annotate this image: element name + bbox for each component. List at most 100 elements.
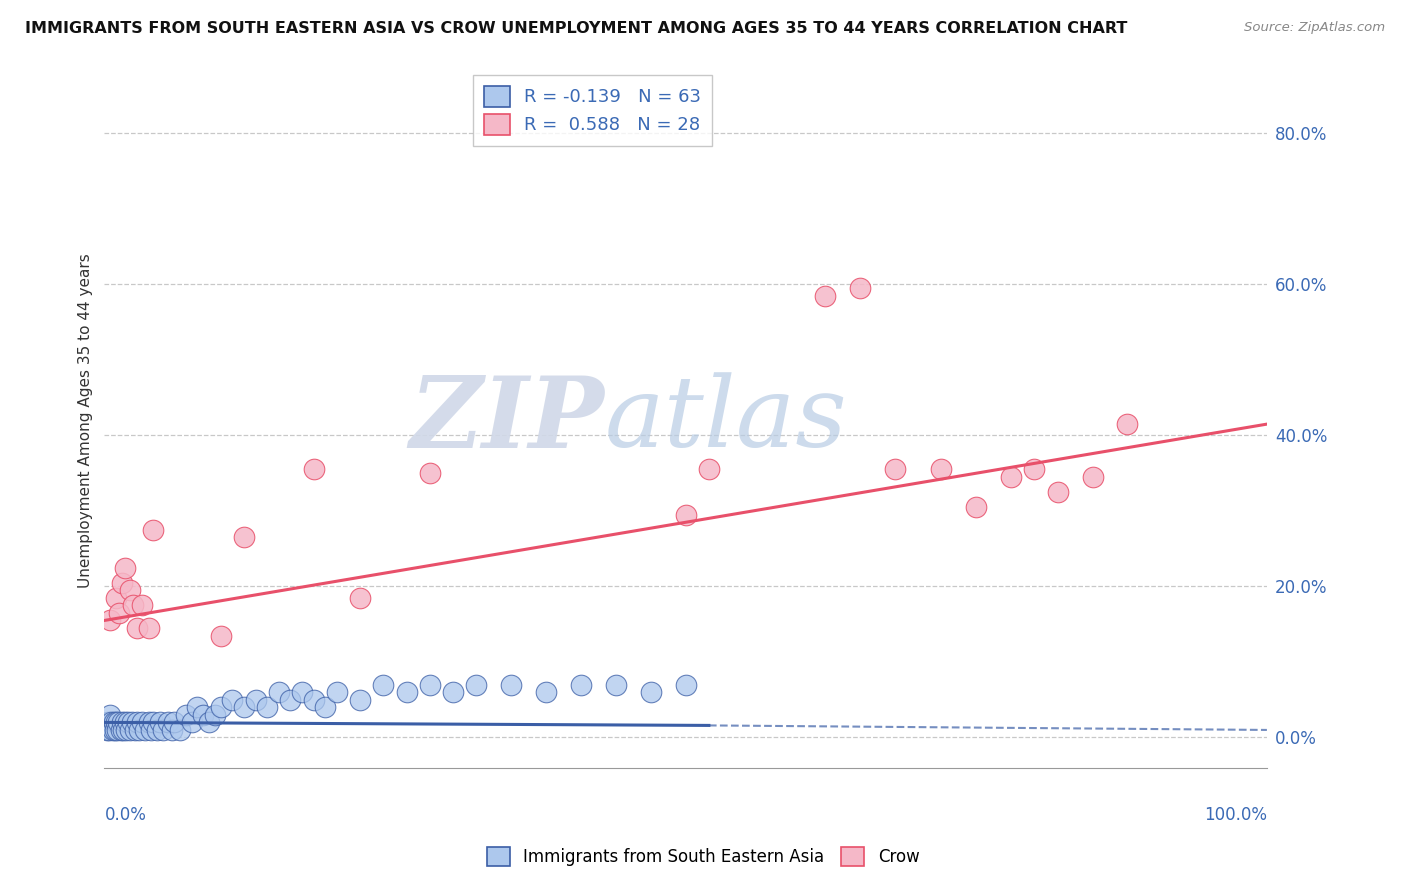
- Point: [1081, 470, 1104, 484]
- Point: [105, 591, 128, 605]
- Point: [163, 715, 186, 730]
- Point: [118, 723, 141, 737]
- Point: [104, 723, 127, 737]
- Point: [111, 575, 134, 590]
- Text: Source: ZipAtlas.com: Source: ZipAtlas.com: [1244, 21, 1385, 35]
- Point: [209, 629, 232, 643]
- Point: [138, 715, 160, 730]
- Point: [441, 685, 464, 699]
- Point: [640, 685, 662, 699]
- Point: [569, 678, 592, 692]
- Point: [1116, 417, 1139, 431]
- Point: [198, 715, 221, 730]
- Point: [849, 281, 872, 295]
- Point: [111, 715, 134, 730]
- Point: [101, 723, 124, 737]
- Point: [152, 723, 174, 737]
- Point: [931, 462, 953, 476]
- Point: [98, 614, 121, 628]
- Point: [174, 707, 197, 722]
- Point: [221, 692, 243, 706]
- Point: [114, 560, 136, 574]
- Point: [131, 599, 153, 613]
- Point: [139, 723, 162, 737]
- Point: [349, 692, 371, 706]
- Point: [697, 462, 720, 476]
- Point: [122, 599, 145, 613]
- Point: [534, 685, 557, 699]
- Point: [814, 289, 837, 303]
- Point: [419, 466, 441, 480]
- Point: [180, 715, 202, 730]
- Point: [209, 700, 232, 714]
- Point: [1000, 470, 1022, 484]
- Point: [157, 715, 180, 730]
- Point: [117, 715, 139, 730]
- Text: atlas: atlas: [605, 373, 846, 468]
- Point: [675, 508, 697, 522]
- Y-axis label: Unemployment Among Ages 35 to 44 years: Unemployment Among Ages 35 to 44 years: [79, 253, 93, 588]
- Point: [965, 500, 987, 515]
- Point: [128, 723, 150, 737]
- Point: [1024, 462, 1046, 476]
- Point: [245, 692, 267, 706]
- Point: [103, 715, 125, 730]
- Point: [349, 591, 371, 605]
- Point: [605, 678, 627, 692]
- Point: [145, 723, 167, 737]
- Point: [105, 723, 128, 737]
- Point: [465, 678, 488, 692]
- Text: IMMIGRANTS FROM SOUTH EASTERN ASIA VS CROW UNEMPLOYMENT AMONG AGES 35 TO 44 YEAR: IMMIGRANTS FROM SOUTH EASTERN ASIA VS CR…: [25, 21, 1128, 37]
- Point: [121, 715, 143, 730]
- Point: [280, 692, 302, 706]
- Point: [107, 715, 129, 730]
- Point: [204, 707, 226, 722]
- Point: [110, 723, 132, 737]
- Point: [395, 685, 418, 699]
- Point: [134, 723, 156, 737]
- Point: [98, 707, 121, 722]
- Point: [96, 723, 118, 737]
- Text: 100.0%: 100.0%: [1204, 805, 1267, 824]
- Point: [100, 715, 122, 730]
- Legend: Immigrants from South Eastern Asia, Crow: Immigrants from South Eastern Asia, Crow: [479, 840, 927, 873]
- Point: [193, 707, 215, 722]
- Point: [232, 530, 254, 544]
- Point: [302, 462, 325, 476]
- Point: [169, 723, 191, 737]
- Point: [97, 715, 120, 730]
- Point: [125, 715, 148, 730]
- Point: [501, 678, 523, 692]
- Point: [186, 700, 208, 714]
- Point: [302, 692, 325, 706]
- Point: [326, 685, 349, 699]
- Point: [142, 523, 165, 537]
- Point: [138, 621, 160, 635]
- Legend: R = -0.139   N = 63, R =  0.588   N = 28: R = -0.139 N = 63, R = 0.588 N = 28: [474, 75, 711, 145]
- Text: ZIP: ZIP: [409, 372, 605, 468]
- Point: [111, 723, 134, 737]
- Point: [1046, 485, 1069, 500]
- Point: [115, 723, 138, 737]
- Point: [160, 723, 183, 737]
- Point: [149, 715, 172, 730]
- Point: [131, 715, 153, 730]
- Point: [675, 678, 697, 692]
- Point: [114, 715, 136, 730]
- Point: [105, 715, 128, 730]
- Point: [267, 685, 290, 699]
- Point: [142, 715, 165, 730]
- Point: [291, 685, 314, 699]
- Point: [108, 606, 131, 620]
- Point: [125, 621, 148, 635]
- Point: [373, 678, 395, 692]
- Point: [256, 700, 278, 714]
- Point: [883, 462, 905, 476]
- Point: [232, 700, 254, 714]
- Point: [419, 678, 441, 692]
- Point: [124, 723, 146, 737]
- Point: [118, 583, 141, 598]
- Point: [98, 723, 121, 737]
- Text: 0.0%: 0.0%: [104, 805, 146, 824]
- Point: [314, 700, 336, 714]
